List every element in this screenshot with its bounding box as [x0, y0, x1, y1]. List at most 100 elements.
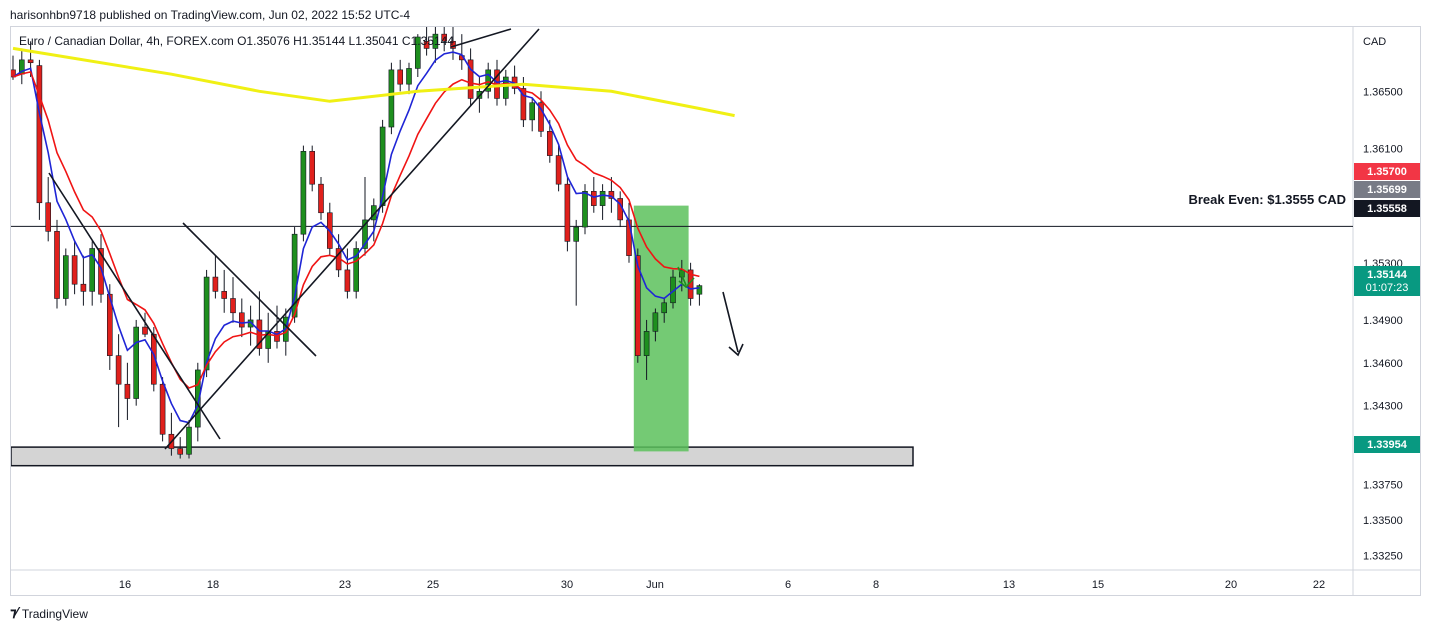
currency-label: CAD: [1363, 36, 1386, 48]
candle-body: [414, 36, 421, 69]
candle-body: [107, 293, 113, 356]
trendline-top: [450, 28, 512, 48]
price-label-value: 1.35700: [1367, 166, 1407, 178]
candle-body: [538, 102, 544, 132]
candle-body: [239, 312, 245, 328]
candle-body: [142, 326, 148, 335]
price-tick-label: 1.33750: [1363, 479, 1403, 491]
time-tick-label: 18: [207, 579, 219, 591]
price-label-tag: [1354, 436, 1420, 453]
price-tick-label: 1.34600: [1363, 358, 1403, 370]
candle-body: [98, 248, 104, 295]
price-tick-label: 1.36100: [1363, 143, 1403, 155]
candle-body: [634, 255, 641, 356]
candle-body: [520, 88, 527, 121]
time-tick-label: 8: [873, 579, 879, 591]
candle-body: [291, 233, 298, 318]
price-tick-label: 1.33250: [1363, 551, 1403, 563]
price-label-tag: [1354, 200, 1420, 217]
candle-body: [423, 40, 430, 49]
candle-body: [397, 69, 404, 85]
candle-body: [318, 183, 324, 214]
ema-slow-line: [12, 70, 700, 389]
price-tick-label: 1.34300: [1363, 401, 1403, 413]
price-tick-label: 1.33500: [1363, 515, 1403, 527]
ema-fast-line: [12, 51, 700, 424]
price-label-tag: [1354, 266, 1420, 296]
price-label-value: 1.35558: [1367, 203, 1407, 215]
break-even-annotation[interactable]: Break Even: $1.3555 CAD: [1188, 192, 1346, 207]
candle-body: [643, 331, 650, 356]
tradingview-logo-icon: ⁊⁄: [10, 606, 18, 621]
candle-body: [62, 255, 69, 299]
candle-body: [502, 76, 509, 99]
time-tick-label: 22: [1313, 579, 1325, 591]
candle-body: [406, 68, 412, 85]
candle-body: [432, 33, 439, 49]
published-attribution: harisonhbn9718 published on TradingView.…: [10, 8, 411, 22]
candle-body: [309, 151, 316, 185]
time-tick-label: 6: [785, 579, 791, 591]
candle-body: [71, 255, 78, 285]
candle-body: [362, 219, 368, 249]
price-tick-label: 1.36500: [1363, 86, 1403, 98]
symbol-legend[interactable]: Euro / Canadian Dollar, 4h, FOREX.com O1…: [19, 34, 454, 48]
time-tick-label: Jun: [646, 579, 664, 591]
candle-body: [195, 369, 201, 428]
candle-body: [344, 269, 351, 292]
price-label-tag: [1354, 163, 1420, 180]
candle-body: [177, 448, 183, 455]
candle-body: [573, 226, 580, 242]
down-arrow-icon: [722, 291, 744, 357]
candle-body: [388, 69, 395, 128]
price-tick-label: 1.34900: [1363, 315, 1403, 327]
support-zone: [11, 446, 914, 467]
time-tick-label: 20: [1225, 579, 1237, 591]
time-tick-label: 15: [1092, 579, 1104, 591]
candle-body: [599, 191, 606, 206]
candle-body: [546, 131, 553, 156]
candle-body: [230, 298, 236, 314]
time-tick-label: 25: [427, 579, 439, 591]
candle-body: [221, 291, 227, 299]
candle-body: [45, 202, 52, 232]
candle-body: [186, 426, 192, 455]
small-arrow-icon: [677, 266, 695, 289]
candle-body: [36, 65, 43, 204]
candle-body: [564, 183, 571, 242]
price-label-value: 1.33954: [1367, 439, 1408, 451]
long-moving-average-line: [12, 46, 735, 118]
candle-body: [203, 276, 210, 371]
candle-body: [115, 355, 122, 385]
candle-body: [89, 248, 95, 292]
candle-body: [467, 59, 474, 99]
chart-panel[interactable]: 1.36500 1.36100 1.35300 1.34900 1.34600 1.343…: [10, 26, 1421, 596]
candle-body: [353, 248, 360, 292]
candle-body: [124, 383, 131, 399]
target-box: [633, 205, 689, 452]
candle-body: [54, 231, 60, 299]
time-tick-label: 16: [119, 579, 131, 591]
time-tick-label: 30: [561, 579, 573, 591]
candle-body: [441, 33, 448, 42]
countdown-label: 01:07:23: [1366, 282, 1409, 294]
price-label-tag: [1354, 181, 1420, 198]
trendline-down-2: [182, 222, 317, 357]
candle-body: [590, 191, 597, 206]
candle-body: [696, 285, 703, 295]
time-tick-label: 23: [339, 579, 351, 591]
candle-body: [11, 69, 16, 78]
candle-body: [133, 326, 139, 399]
price-label-value: 1.35699: [1367, 184, 1407, 196]
price-chart[interactable]: 1.365001.361001.353001.349001.346001.343…: [11, 27, 1421, 596]
candle-body: [80, 283, 87, 292]
time-tick-label: 13: [1003, 579, 1015, 591]
candle-body: [151, 333, 157, 385]
candle-body: [661, 302, 668, 314]
footer-branding[interactable]: ⁊⁄ TradingView: [10, 606, 88, 621]
candle-body: [300, 151, 307, 235]
candle-body: [159, 383, 166, 435]
candle-body: [529, 102, 536, 121]
candle-body: [582, 191, 588, 228]
candle-body: [212, 276, 219, 292]
